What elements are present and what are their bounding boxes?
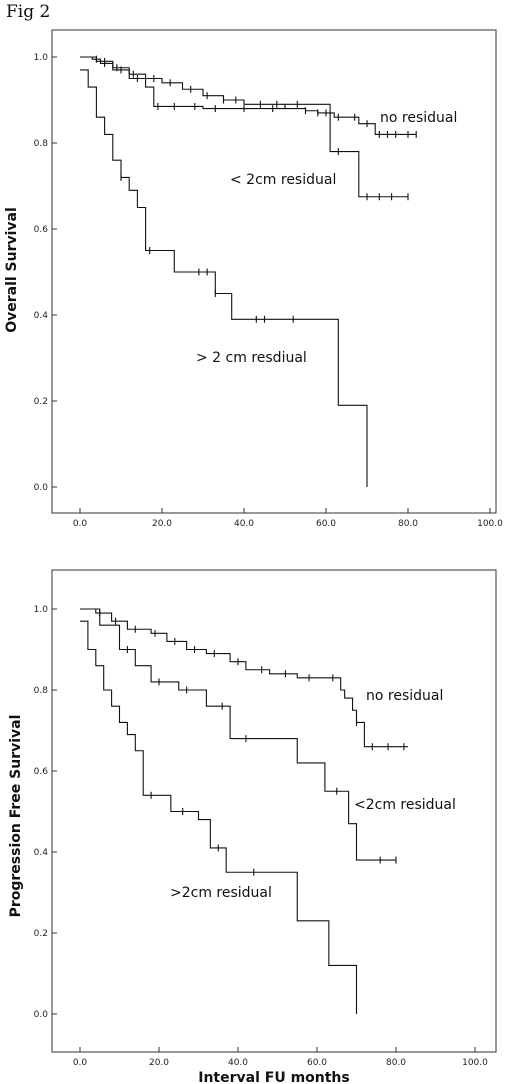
y-tick-label: 0.4 [34, 848, 49, 858]
y-tick-label: 0.6 [34, 225, 49, 235]
series-label-1: no residual [366, 688, 443, 704]
y-axis-label: Progression Free Survival [8, 715, 24, 918]
y-tick-label: 1.0 [34, 53, 49, 63]
x-tick-label: 80.0 [398, 519, 418, 529]
progression-free-survival-chart: 0.0 0.2 0.4 0.6 0.8 1.0 0.0 20.0 40.0 60.0 80.0 100… [8, 569, 497, 1084]
x-tick-label: 0.0 [73, 1058, 88, 1068]
series-label-2: < 2cm residual [230, 172, 336, 188]
y-axis-label: Overall Survival [4, 207, 20, 333]
km-curve-1 [80, 608, 408, 748]
series-label-1: no residual [380, 110, 457, 126]
y-tick-label: 0.8 [34, 686, 49, 696]
plot-frame [51, 29, 497, 514]
y-tick-label: 0.2 [34, 397, 48, 407]
km-curve-3 [80, 69, 368, 487]
km-curve-1 [80, 56, 417, 135]
x-tick-label: 40.0 [234, 519, 254, 529]
y-tick-label: 0.4 [34, 311, 49, 321]
overall-survival-chart: 0.0 0.2 0.4 0.6 0.8 1.0 0.0 20.0 40.0 60.0 80.0 100… [4, 29, 503, 529]
x-tick-label: 100.0 [477, 519, 503, 529]
x-tick-label: 40.0 [228, 1058, 248, 1068]
series-label-3: >2cm residual [170, 885, 272, 901]
series-label-2: <2cm residual [354, 797, 456, 813]
y-tick-label: 0.0 [34, 1010, 49, 1020]
x-tick-label: 20.0 [152, 519, 172, 529]
y-tick-label: 0.6 [34, 767, 49, 777]
km-curve-2 [80, 608, 396, 861]
x-tick-label: 20.0 [149, 1058, 169, 1068]
x-tick-label: 60.0 [307, 1058, 327, 1068]
figure-label: Fig 2 [6, 2, 51, 22]
x-tick-label: 80.0 [386, 1058, 406, 1068]
km-curve-3 [80, 620, 358, 1014]
y-tick-label: 0.2 [34, 929, 48, 939]
series-label-3: > 2 cm resdiual [196, 350, 307, 366]
y-tick-label: 0.0 [34, 483, 49, 493]
x-axis-label: Interval FU months [198, 1070, 349, 1084]
y-tick-label: 0.8 [34, 139, 49, 149]
x-tick-label: 100.0 [462, 1058, 488, 1068]
x-tick-label: 60.0 [316, 519, 336, 529]
plot-frame [51, 569, 497, 1053]
y-tick-label: 1.0 [34, 605, 49, 615]
x-tick-label: 0.0 [73, 519, 88, 529]
